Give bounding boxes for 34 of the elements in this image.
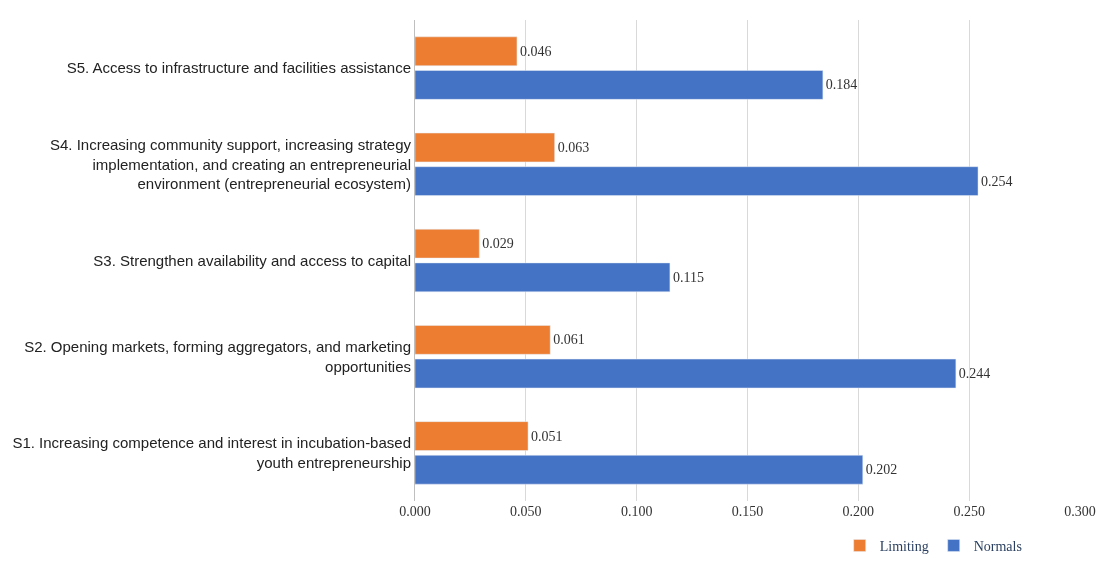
data-label: 0.244 bbox=[958, 366, 991, 382]
y-tick-label: S3. Strengthen availability and access to capital bbox=[93, 251, 411, 269]
y-tick-label: S2. Opening markets, forming aggregators, and marketing opportunities bbox=[24, 338, 411, 375]
x-tick-label: 0.050 bbox=[510, 504, 542, 519]
legend-label: Normals bbox=[973, 538, 1022, 554]
bar bbox=[415, 166, 979, 196]
bar bbox=[415, 455, 864, 485]
x-tick-label: 0.250 bbox=[953, 504, 985, 519]
x-tick-label: 0.000 bbox=[399, 504, 431, 519]
x-tick-label: 0.100 bbox=[620, 504, 653, 519]
data-label: 0.046 bbox=[519, 43, 552, 59]
x-tick-label: 0.150 bbox=[731, 504, 764, 519]
data-label: 0.254 bbox=[981, 173, 1013, 189]
y-tick-label: S1. Increasing competence and interest in incubation-based youth entrepreneurship bbox=[12, 434, 411, 471]
bar bbox=[415, 358, 957, 389]
bar bbox=[415, 228, 480, 259]
y-tick-label: S4. Increasing community support, increasing strategy implementation, and creating an entrepreneurial environment (entrepreneurial ecosystem) bbox=[49, 136, 412, 193]
x-tick-label: 0.200 bbox=[842, 504, 875, 519]
x-tick-label: 0.300 bbox=[1064, 504, 1096, 519]
bar bbox=[415, 325, 551, 355]
data-label: 0.202 bbox=[865, 462, 898, 478]
bar bbox=[415, 421, 529, 451]
data-label: 0.115 bbox=[672, 269, 704, 285]
y-tick-label: S5. Access to infrastructure and facilities assistance bbox=[66, 59, 411, 77]
bar bbox=[415, 36, 518, 66]
bar bbox=[415, 132, 555, 163]
legend-label: Limiting bbox=[879, 538, 929, 554]
data-label: 0.029 bbox=[482, 236, 514, 252]
data-label: 0.184 bbox=[825, 77, 858, 93]
bar bbox=[415, 70, 824, 100]
data-label: 0.063 bbox=[557, 139, 590, 155]
bar bbox=[415, 262, 671, 293]
data-label: 0.061 bbox=[553, 332, 585, 348]
data-label: 0.051 bbox=[531, 428, 563, 444]
